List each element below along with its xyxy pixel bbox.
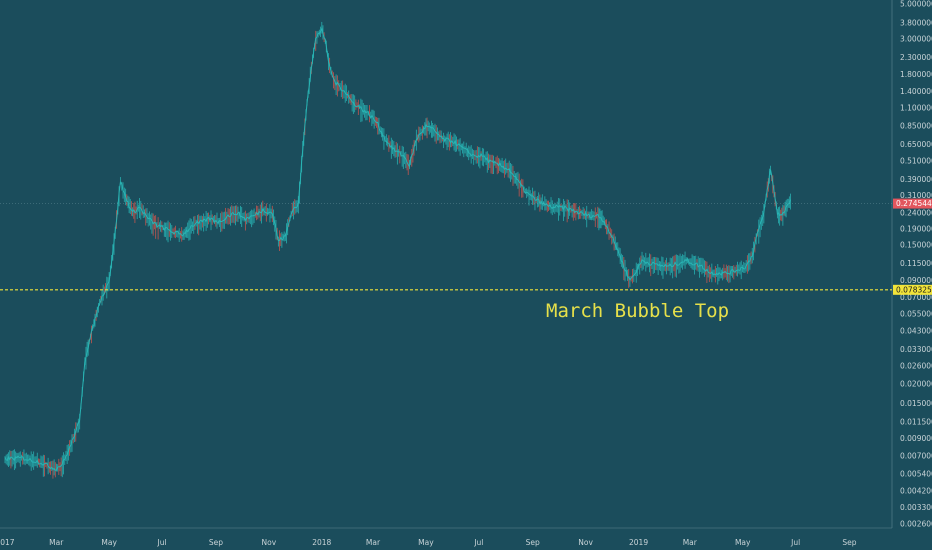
x-tick-label: Jul [473, 538, 483, 547]
y-tick-label: 0.65000000 [900, 140, 932, 149]
y-tick-label: 0.02600000 [900, 361, 932, 370]
x-tick-label: 2017 [0, 538, 15, 547]
x-tick-label: Jul [157, 538, 167, 547]
y-tick-label: 3.00000000 [900, 35, 932, 44]
bubble-top-tag [893, 284, 932, 295]
x-tick-label: Nov [578, 538, 593, 547]
y-tick-label: 0.85000000 [900, 121, 932, 130]
x-tick-label: 2019 [629, 538, 648, 547]
y-tick-label: 0.04300000 [900, 327, 932, 336]
bubble-top-price-label: 0.07832559 [896, 285, 932, 294]
y-tick-label: 1.80000000 [900, 70, 932, 79]
y-tick-label: 0.00900000 [900, 434, 932, 443]
y-tick-label: 5.00000000 [900, 0, 932, 9]
y-tick-label: 0.05500000 [900, 310, 932, 319]
y-tick-label: 1.10000000 [900, 104, 932, 113]
y-tick-label: 0.00540000 [900, 469, 932, 478]
x-tick-label: May [735, 538, 751, 547]
y-tick-label: 0.03300000 [900, 345, 932, 354]
x-tick-label: Mar [49, 538, 64, 547]
y-tick-label: 0.00260000 [900, 520, 932, 529]
x-tick-label: Sep [526, 538, 540, 547]
last-price-label: 0.27454424 [896, 199, 932, 208]
y-tick-label: 0.39000000 [900, 175, 932, 184]
y-tick-label: 0.02000000 [900, 379, 932, 388]
y-tick-label: 0.51000000 [900, 157, 932, 166]
y-tick-label: 1.40000000 [900, 87, 932, 96]
x-tick-label: Mar [683, 538, 698, 547]
last-price-tag [893, 198, 932, 209]
x-tick-label: Nov [262, 538, 277, 547]
annotation-march-bubble-top: March Bubble Top [546, 300, 729, 322]
x-tick-label: Jul [790, 538, 800, 547]
y-tick-label: 0.07000000 [900, 293, 932, 302]
y-tick-label: 0.15000000 [900, 241, 932, 250]
x-tick-label: May [418, 538, 434, 547]
x-tick-label: Sep [209, 538, 223, 547]
y-tick-label: 0.00700000 [900, 451, 932, 460]
y-tick-label: 2.30000000 [900, 53, 932, 62]
y-tick-label: 0.01150000 [900, 417, 932, 426]
x-tick-label: Mar [366, 538, 381, 547]
x-tick-label: 2018 [312, 538, 331, 547]
y-tick-label: 0.19000000 [900, 224, 932, 233]
y-tick-label: 0.00420000 [900, 487, 932, 496]
y-tick-label: 0.24000000 [900, 208, 932, 217]
x-tick-label: Sep [842, 538, 856, 547]
y-tick-label: 0.00330000 [900, 503, 932, 512]
y-tick-label: 0.09000000 [900, 276, 932, 285]
y-tick-label: 3.80000000 [900, 18, 932, 27]
price-line [4, 26, 791, 471]
x-tick-label: May [101, 538, 117, 547]
y-tick-label: 0.31000000 [900, 191, 932, 200]
y-tick-label: 0.01500000 [900, 399, 932, 408]
y-tick-label: 0.11500000 [900, 259, 932, 268]
